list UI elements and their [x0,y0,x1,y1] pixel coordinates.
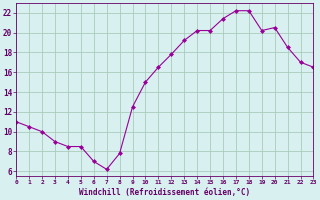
X-axis label: Windchill (Refroidissement éolien,°C): Windchill (Refroidissement éolien,°C) [79,188,250,197]
